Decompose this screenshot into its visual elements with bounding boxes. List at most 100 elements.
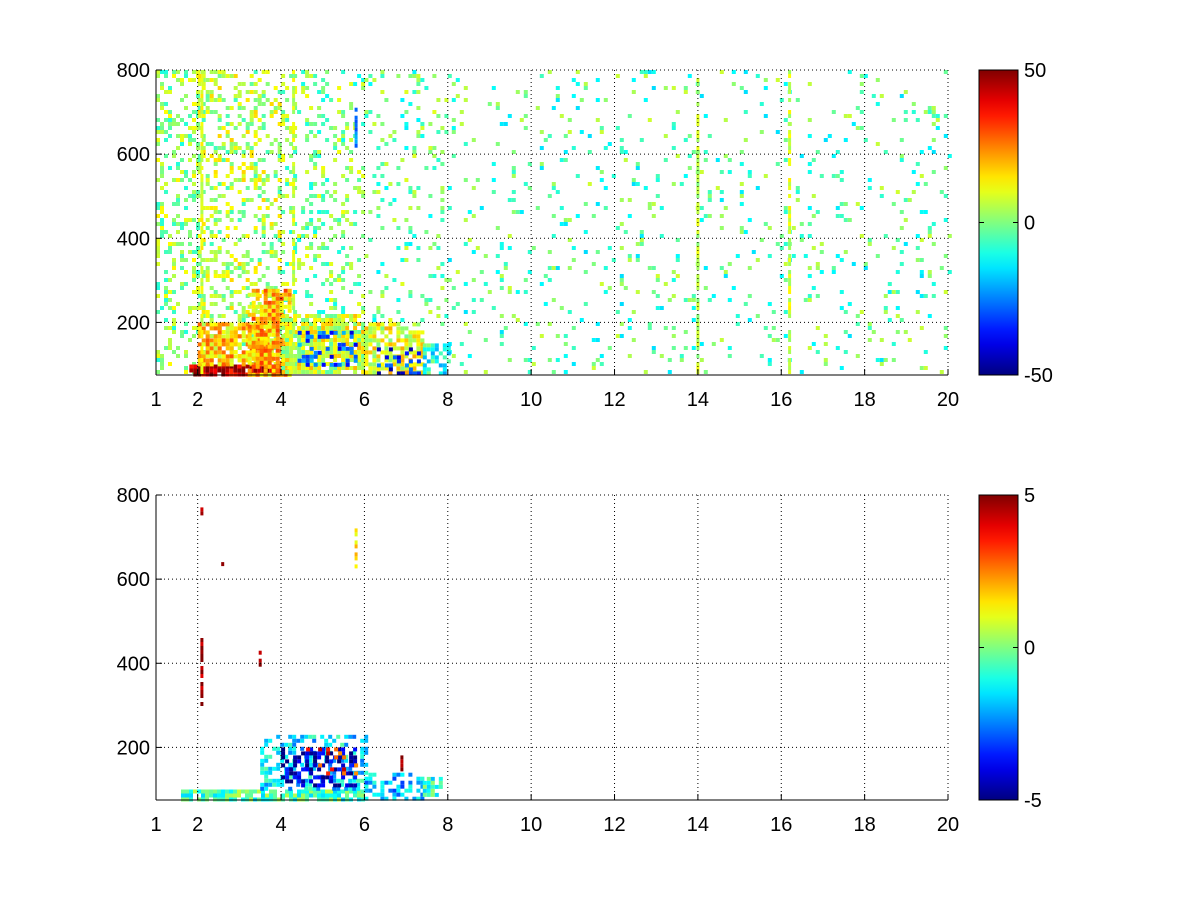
heatmap-cell [263,368,268,373]
heatmap-cell [361,793,365,798]
heatmap-streak [696,338,700,342]
heatmap-cell [333,322,338,326]
heatmap-cell [156,178,160,182]
heatmap-cell [156,118,160,122]
heatmap-cell [499,330,504,334]
heatmap-cell [281,90,286,94]
heatmap-cell [279,336,284,341]
heatmap-cell [384,186,389,190]
heatmap-cell [217,330,222,335]
heatmap-cell [723,274,728,278]
heatmap-cell [463,142,468,146]
heatmap-cell [260,746,265,751]
heatmap-streak [200,674,204,678]
heatmap-cell [444,298,449,302]
heatmap-cell [416,788,421,793]
heatmap-cell [691,318,696,322]
heatmap-streak [354,127,358,132]
heatmap-cell [372,338,377,343]
heatmap-cell [176,242,180,246]
heatmap-cell [467,330,472,334]
heatmap-cell [160,306,164,310]
heatmap-cell [384,274,389,278]
heatmap-cell [201,258,206,262]
heatmap-cell [325,370,330,374]
heatmap-cell [432,146,437,150]
heatmap-cell [184,174,188,178]
heatmap-cell [416,90,421,94]
heatmap-cell [172,262,176,266]
heatmap-cell [313,362,318,367]
heatmap-cell [317,318,322,322]
heatmap-cell [318,747,323,752]
heatmap-cell [180,258,184,262]
heatmap-cell [281,350,286,354]
heatmap-cell [245,234,250,238]
heatmap-cell [368,330,373,335]
heatmap-cell [197,98,202,102]
heatmap-cell [364,750,369,755]
heatmap-cell [332,778,337,783]
heatmap-cell [176,178,180,182]
heatmap-cell [317,793,321,798]
heatmap-cell [217,146,222,150]
heatmap-cell [209,242,214,246]
heatmap-cell [233,334,238,339]
heatmap-cell [271,292,276,297]
heatmap-cell [247,328,252,333]
heatmap-cell [943,70,948,74]
heatmap-cell [475,178,480,182]
heatmap-cell [245,186,250,190]
heatmap-cell [168,110,172,114]
heatmap-cell [903,90,908,94]
heatmap-cell [459,110,464,114]
heatmap-cell [245,98,250,102]
heatmap-cell [349,763,354,768]
heatmap-cell [317,90,322,94]
heatmap-cell [364,776,369,781]
heatmap-cell [247,344,252,349]
heatmap-cell [225,122,230,126]
heatmap-cell [267,308,272,313]
heatmap-cell [404,126,409,130]
heatmap-streak [788,210,792,214]
heatmap-cell [261,218,266,222]
heatmap-cell [305,226,310,230]
heatmap-cell [257,194,262,198]
heatmap-cell [368,366,373,371]
heatmap-cell [333,142,338,146]
heatmap-cell [213,302,218,306]
x-tick-label: 12 [603,389,625,411]
heatmap-cell [217,182,222,186]
heatmap-cell [205,90,210,94]
heatmap-cell [361,338,366,342]
heatmap-cell [843,310,848,314]
heatmap-cell [275,324,280,329]
heatmap-cell [783,210,788,214]
heatmap-cell [523,94,528,98]
heatmap-cell [313,783,318,788]
heatmap-cell [293,755,298,760]
heatmap-cell [368,776,373,781]
heatmap-streak [354,143,358,148]
heatmap-cell [249,114,254,118]
heatmap-cell [253,310,258,314]
heatmap-streak [200,346,204,350]
heatmap-cell [863,138,868,142]
heatmap-cell [341,322,346,326]
heatmap-cell [523,126,528,130]
heatmap-cell [225,793,229,798]
heatmap-cell [345,194,350,198]
heatmap-cell [416,134,421,138]
heatmap-cell [300,762,305,767]
heatmap-cell [305,354,310,359]
heatmap-cell [176,354,180,358]
heatmap-cell [260,762,265,767]
heatmap-cell [392,198,397,202]
heatmap-cell [160,130,164,134]
heatmap-cell [831,266,836,270]
heatmap-cell [253,186,258,190]
heatmap-cell [639,234,644,238]
heatmap-cell [317,310,322,314]
heatmap-cell [361,122,366,126]
